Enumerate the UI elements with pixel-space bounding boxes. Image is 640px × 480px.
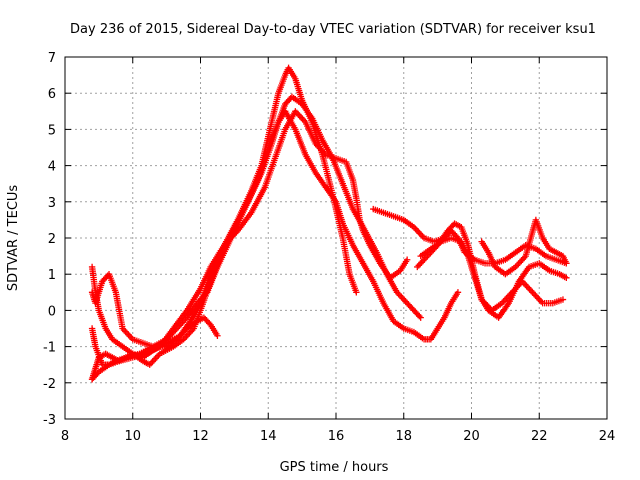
- y-tick-label: -1: [43, 341, 56, 356]
- data-point-marker: [416, 230, 423, 237]
- x-axis-label: GPS time / hours: [280, 460, 389, 475]
- data-point-marker: [299, 115, 306, 123]
- data-point-marker: [417, 231, 425, 239]
- y-tick-label: 0: [48, 304, 56, 319]
- data-point-marker: [529, 289, 536, 296]
- plot-frame: [64, 56, 608, 420]
- data-point-marker: [206, 320, 213, 327]
- data-point-marker: [515, 260, 522, 268]
- y-tick-label: 4: [48, 160, 56, 175]
- data-point-marker: [418, 259, 425, 266]
- y-axis-label: SDTVAR / TECUs: [6, 185, 21, 292]
- data-point-marker: [518, 257, 525, 264]
- x-tick-label: 22: [531, 429, 548, 444]
- data-point-marker: [126, 333, 134, 340]
- data-point-marker: [453, 233, 460, 240]
- x-tick-label: 18: [395, 429, 412, 444]
- data-point-marker: [526, 285, 533, 293]
- data-point-marker: [413, 227, 421, 234]
- data-point-marker: [522, 281, 529, 288]
- data-point-marker: [398, 293, 405, 301]
- x-tick-label: 16: [328, 429, 345, 444]
- data-point-marker: [122, 328, 129, 335]
- series-track-3: [88, 93, 424, 368]
- x-tick-label: 10: [124, 429, 141, 444]
- x-tick-label: 24: [599, 429, 616, 444]
- data-point-marker: [416, 312, 423, 320]
- x-tick-label: 8: [61, 429, 69, 444]
- data-point-marker: [524, 284, 532, 291]
- data-markers: [88, 64, 570, 383]
- y-tick-label: 7: [48, 51, 56, 66]
- y-tick-label: -2: [43, 377, 56, 392]
- chart-title: Day 236 of 2015, Sidereal Day-to-day VTE…: [70, 22, 596, 37]
- series-track-8: [417, 234, 570, 321]
- data-point-marker: [559, 296, 567, 303]
- data-point-marker: [415, 262, 422, 269]
- y-tick-label: 2: [48, 232, 56, 247]
- data-point-marker: [417, 314, 424, 321]
- data-point-marker: [150, 356, 158, 364]
- data-point-marker: [516, 259, 524, 266]
- data-point-marker: [214, 332, 221, 339]
- data-point-marker: [396, 292, 404, 299]
- data-point-marker: [399, 295, 406, 302]
- x-tick-label: 12: [192, 429, 209, 444]
- data-point-marker: [523, 282, 530, 290]
- data-point-marker: [353, 289, 360, 296]
- data-point-marker: [536, 296, 543, 304]
- x-tick-label: 14: [260, 429, 277, 444]
- data-point-marker: [527, 287, 535, 294]
- data-point-marker: [123, 329, 131, 337]
- data-point-marker: [401, 296, 408, 304]
- y-tick-label: -3: [43, 413, 56, 428]
- data-point-marker: [530, 290, 538, 298]
- y-tick-label: 3: [48, 196, 56, 211]
- data-point-marker: [147, 359, 155, 367]
- data-point-marker: [295, 111, 302, 118]
- data-point-marker: [415, 228, 422, 235]
- data-point-marker: [414, 263, 421, 271]
- data-point-marker: [533, 293, 541, 301]
- series-track-4: [88, 271, 221, 350]
- y-tick-label: 1: [48, 268, 56, 283]
- data-point-marker: [125, 331, 132, 338]
- data-point-marker: [563, 274, 570, 282]
- data-point-marker: [563, 260, 570, 267]
- data-point-marker: [535, 295, 542, 302]
- data-point-marker: [153, 353, 161, 361]
- series-track-5: [88, 108, 411, 383]
- data-point-marker: [417, 260, 424, 268]
- data-point-marker: [532, 292, 539, 299]
- data-point-marker: [152, 355, 159, 362]
- data-point-marker: [519, 256, 526, 263]
- data-point-marker: [297, 114, 305, 121]
- y-tick-label: 5: [48, 123, 56, 138]
- data-point-marker: [403, 256, 411, 263]
- series-track-9: [478, 216, 570, 278]
- x-tick-label: 20: [463, 429, 480, 444]
- y-tick-label: 6: [48, 87, 56, 102]
- data-point-marker: [454, 289, 462, 296]
